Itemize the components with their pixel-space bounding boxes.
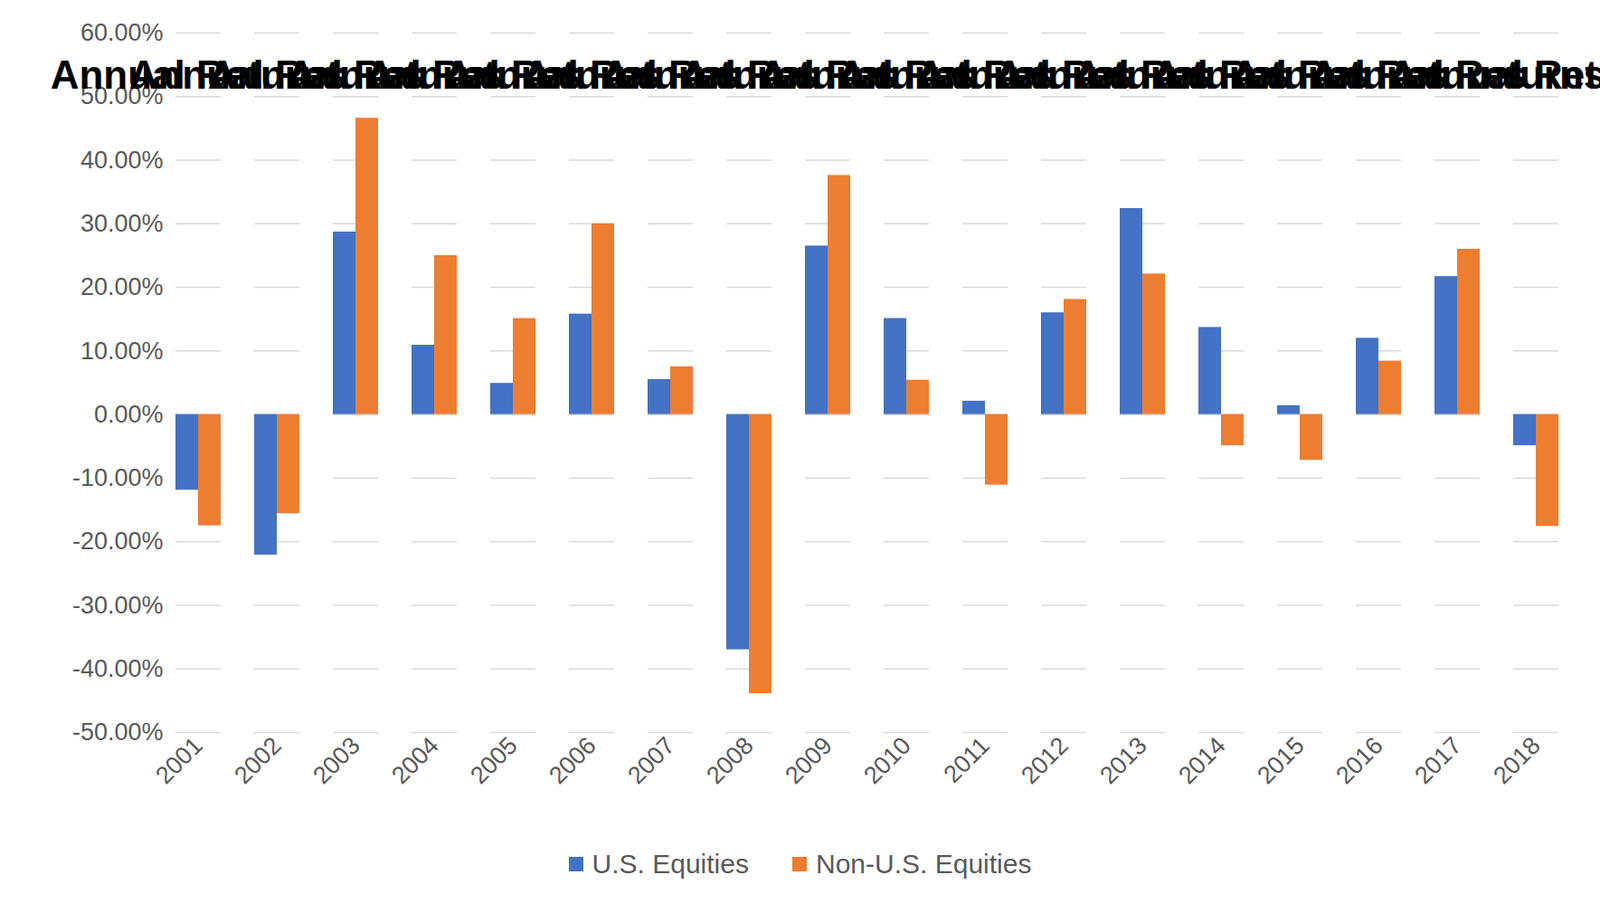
svg-text:0.00%: 0.00% [94,400,164,428]
svg-text:40.00%: 40.00% [80,146,164,174]
html-text:U.S. Equities: U.S. Equities [592,848,749,879]
svg-text:2013: 2013 [1094,731,1153,790]
svg-text:60.00%: 60.00% [80,18,164,47]
svg-text:2014: 2014 [1173,731,1231,790]
svg-text:2009: 2009 [779,731,838,790]
svg-text:2016: 2016 [1330,731,1389,790]
svg-text:2012: 2012 [1015,731,1074,790]
svg-text:2008: 2008 [700,731,759,790]
svg-text:2005: 2005 [464,731,523,790]
svg-text:2006: 2006 [543,731,602,790]
svg-text:2015: 2015 [1251,731,1310,790]
svg-text:2018: 2018 [1487,731,1546,790]
svg-text:Annual Returns: Annual Returns [1388,52,1600,97]
svg-text:-40.00%: -40.00% [72,654,164,682]
svg-text:2010: 2010 [858,731,917,790]
svg-text:2002: 2002 [228,731,287,790]
svg-text:2017: 2017 [1409,731,1468,790]
svg-text:2011: 2011 [938,731,995,788]
svg-text:20.00%: 20.00% [80,273,164,301]
svg-text:2001: 2001 [150,731,209,790]
svg-text:-50.00%: -50.00% [72,718,164,746]
svg-text:30.00%: 30.00% [80,209,164,237]
svg-text:2004: 2004 [386,731,445,790]
html-text:Non-U.S. Equities: Non-U.S. Equities [815,848,1032,879]
svg-text:10.00%: 10.00% [80,337,164,365]
svg-text:-10.00%: -10.00% [72,463,164,492]
svg-text:2007: 2007 [622,731,681,790]
svg-text:-20.00%: -20.00% [72,527,164,555]
svg-text:2003: 2003 [307,731,366,790]
svg-text:-30.00%: -30.00% [72,591,164,619]
